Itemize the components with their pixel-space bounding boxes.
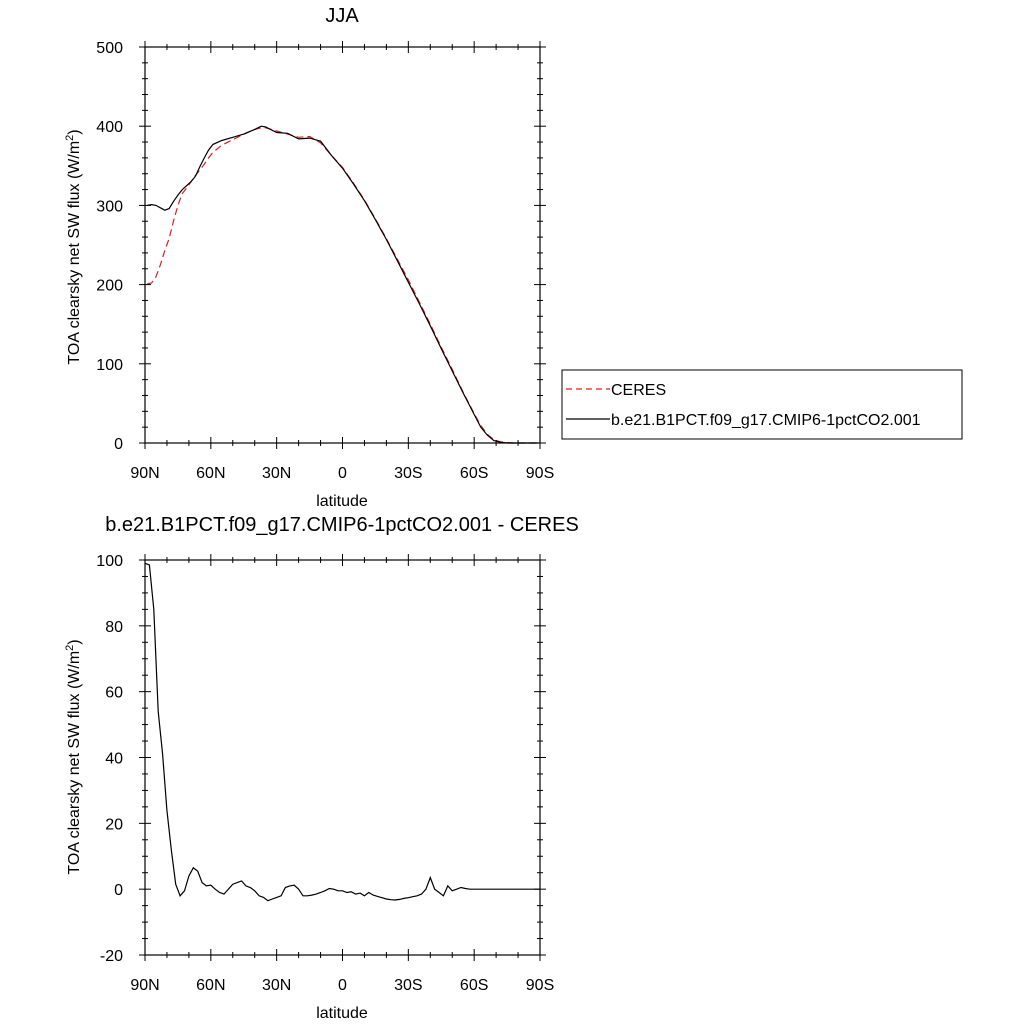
bottom-xlabel: latitude [316, 1005, 368, 1022]
svg-text:TOA clearsky net SW flux (W/m2: TOA clearsky net SW flux (W/m2) [64, 129, 83, 364]
top-y-tick-label: 500 [96, 40, 123, 57]
top-y-tick-label: 100 [96, 357, 123, 374]
top-plot-area: 90N 60N 30N 0 30S 60S 90S 0 100 200 300 400 500 [96, 40, 554, 482]
top-plot-frame [144, 46, 541, 444]
bottom-x-tick-label: 30N [262, 977, 291, 994]
top-x-tick-label: 60S [460, 465, 488, 482]
bottom-x-tick-label: 0 [338, 977, 347, 994]
top-ylabel-close: ) [66, 129, 83, 134]
svg-text:TOA clearsky net SW flux (W/m2: TOA clearsky net SW flux (W/m2) [64, 639, 83, 874]
legend-label-model: b.e21.B1PCT.f09_g17.CMIP6-1pctCO2.001 [611, 412, 921, 429]
top-y-tick-label: 0 [114, 436, 123, 453]
bottom-y-tick-label: 100 [96, 553, 123, 570]
bottom-x-tick-label: 90N [130, 977, 159, 994]
bottom-plot-frame [144, 559, 541, 956]
bottom-y-tick-label: 20 [105, 816, 123, 833]
bottom-x-tick-label: 30S [394, 977, 422, 994]
top-x-tick-label: 30N [262, 465, 291, 482]
top-legend: CERES b.e21.B1PCT.f09_g17.CMIP6-1pctCO2.… [561, 369, 963, 440]
bottom-y-tick-label: 60 [105, 685, 123, 702]
legend-box [561, 369, 963, 440]
bottom-ylabel: TOA clearsky net SW flux (W/m2) [64, 639, 83, 874]
bottom-y-tick-label: 80 [105, 619, 123, 636]
top-y-tick-label: 300 [96, 198, 123, 215]
top-x-tick-label: 90N [130, 465, 159, 482]
top-xlabel: latitude [316, 493, 368, 510]
bottom-ylabel-superscript: 2 [64, 645, 76, 651]
top-series-line-0 [147, 127, 538, 444]
top-y-tick-label: 200 [96, 278, 123, 295]
bottom-y-tick-label: -20 [100, 948, 123, 965]
bottom-x-tick-label: 90S [526, 977, 554, 994]
bottom-y-tick-label: 40 [105, 751, 123, 768]
top-x-tick-label: 30S [394, 465, 422, 482]
bottom-x-tick-label: 60N [196, 977, 225, 994]
bottom-ylabel-text: TOA clearsky net SW flux (W/m [66, 651, 83, 875]
bottom-chart-title: b.e21.B1PCT.f09_g17.CMIP6-1pctCO2.001 - … [105, 514, 579, 536]
top-y-tick-label: 400 [96, 119, 123, 136]
panel-top: JJA TOA clearsky net SW flux (W/m2) lati… [64, 5, 963, 510]
top-x-tick-label: 60N [196, 465, 225, 482]
panel-bottom: b.e21.B1PCT.f09_g17.CMIP6-1pctCO2.001 - … [64, 514, 579, 1022]
top-x-tick-label: 90S [526, 465, 554, 482]
top-series-line-1 [147, 125, 538, 444]
top-chart-title: JJA [325, 5, 359, 27]
top-x-tick-label: 0 [338, 465, 347, 482]
top-ylabel: TOA clearsky net SW flux (W/m2) [64, 129, 83, 364]
bottom-series-line-0 [144, 562, 540, 902]
bottom-ylabel-close: ) [66, 639, 83, 644]
bottom-x-tick-label: 60S [460, 977, 488, 994]
top-ylabel-superscript: 2 [64, 135, 76, 141]
bottom-plot-area: 90N 60N 30N 0 30S 60S 90S -20 0 20 40 60 80 100 [96, 553, 554, 994]
legend-label-ceres: CERES [611, 382, 666, 399]
top-ylabel-text: TOA clearsky net SW flux (W/m [66, 141, 83, 365]
bottom-y-tick-label: 0 [114, 882, 123, 899]
